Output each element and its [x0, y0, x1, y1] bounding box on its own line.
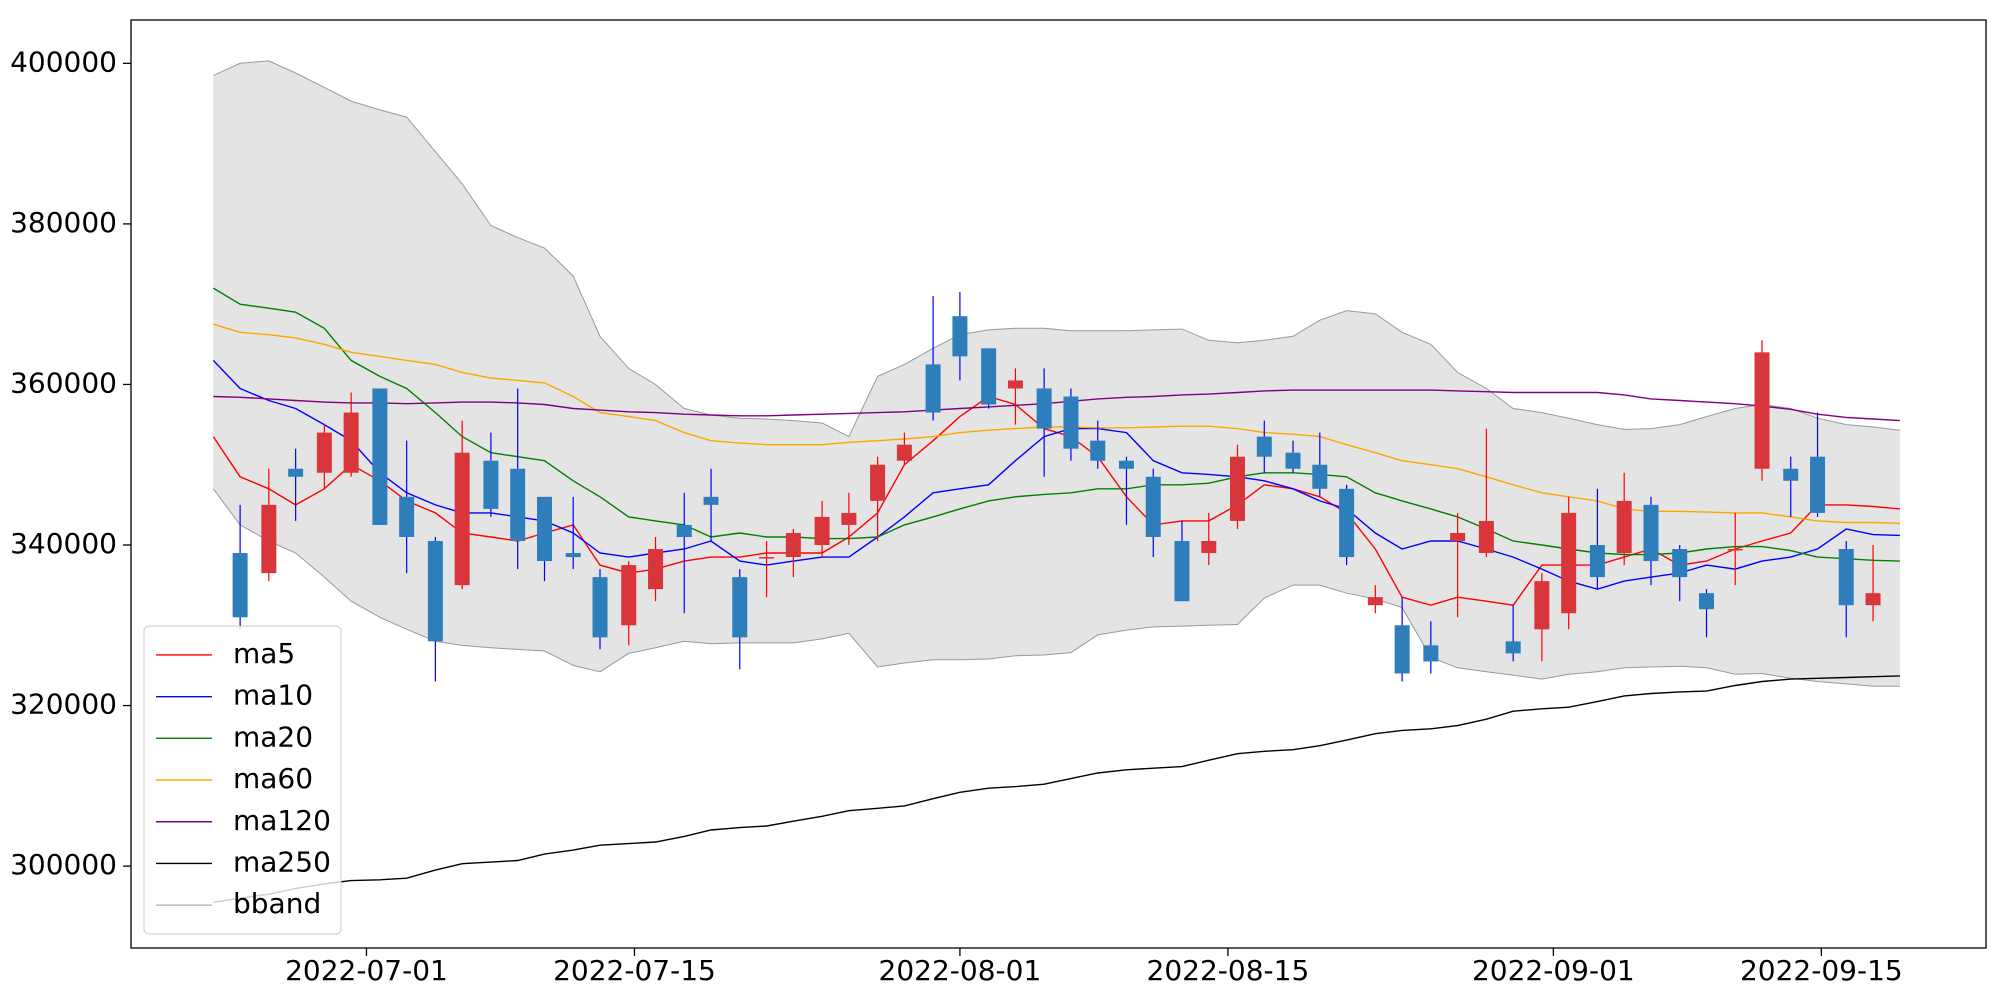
candle-body — [1312, 464, 1328, 489]
candle-body — [1229, 456, 1245, 521]
candle-body — [870, 464, 886, 501]
legend-label: ma20 — [233, 720, 313, 753]
candle-body — [1561, 512, 1577, 614]
candle-body — [1090, 440, 1106, 461]
candle-body — [1672, 549, 1688, 578]
candle-body — [399, 496, 415, 537]
plot-frame — [130, 19, 1987, 949]
candle-body — [648, 549, 664, 590]
legend-label: ma60 — [233, 762, 313, 795]
candle-body — [1699, 593, 1715, 610]
ma-line — [213, 675, 1900, 903]
candle-body — [785, 532, 801, 558]
candle-body — [1534, 581, 1550, 630]
candle-body — [427, 540, 443, 642]
bband-upper — [213, 60, 1900, 438]
x-tick-label: 2022-07-15 — [553, 954, 716, 987]
y-tick-label: 340000 — [10, 527, 117, 560]
candle-body — [1118, 460, 1134, 469]
y-tick-label: 380000 — [10, 206, 117, 239]
axis-layer: 300000 320000 340000 360000 380000 400000 2022… — [10, 19, 1987, 987]
x-tick-label: 2022-09-01 — [1472, 954, 1635, 987]
candle-body — [952, 316, 968, 357]
candle-body — [1754, 352, 1770, 469]
legend-label: bband — [233, 887, 321, 920]
candle-body — [510, 468, 526, 541]
candle-body — [814, 516, 830, 546]
candle-body — [676, 524, 692, 537]
candle-body — [1423, 645, 1439, 662]
x-tick-label: 2022-08-01 — [879, 954, 1042, 987]
y-tick-label: 400000 — [10, 45, 117, 78]
legend-label: ma10 — [233, 679, 313, 712]
candle-body — [454, 452, 470, 586]
candle-body — [1201, 540, 1217, 554]
candle-body — [896, 444, 912, 461]
candle-body — [1450, 532, 1466, 541]
candle-body — [925, 364, 941, 413]
candle-body — [1783, 468, 1799, 481]
y-tick-label: 320000 — [10, 688, 117, 721]
candle-body — [1505, 641, 1521, 654]
x-tick-label: 2022-09-15 — [1740, 954, 1903, 987]
y-tick-label: 360000 — [10, 366, 117, 399]
candle-body — [1394, 625, 1410, 674]
candle-body — [1478, 520, 1494, 554]
candle-body — [1589, 545, 1605, 578]
candle-body — [1367, 597, 1383, 606]
candle-layer — [232, 292, 1881, 682]
candle-body — [483, 460, 499, 509]
candle-body — [841, 512, 857, 525]
candle-body — [1339, 488, 1355, 558]
ma-line — [213, 389, 1900, 422]
candle-body — [261, 504, 277, 574]
candle-body — [343, 412, 359, 473]
candle-body — [232, 553, 248, 618]
line-layer — [212, 287, 1900, 903]
y-tick-label: 300000 — [10, 848, 117, 881]
candle-body — [703, 496, 719, 505]
candle-body — [1616, 500, 1632, 554]
legend-box — [143, 625, 342, 935]
candle-body — [1256, 436, 1272, 457]
candle-body — [316, 432, 332, 473]
candle-body — [565, 553, 581, 558]
legend-label: ma5 — [233, 637, 295, 670]
legend: ma5 ma10 ma20 ma60 ma120 ma250 bband — [143, 625, 342, 935]
candle-body — [981, 348, 997, 405]
bband-area — [213, 60, 1900, 687]
candle-body — [1865, 593, 1881, 606]
candle-body — [1727, 549, 1743, 551]
candle-body — [1285, 452, 1301, 469]
legend-label: ma250 — [233, 845, 331, 878]
candle-body — [1174, 540, 1190, 602]
candle-body — [1007, 380, 1023, 389]
candle-body — [372, 388, 388, 525]
x-tick-label: 2022-08-15 — [1147, 954, 1310, 987]
candle-body — [759, 557, 775, 559]
candle-body — [1838, 549, 1854, 606]
band-layer — [212, 60, 1900, 687]
candle-body — [621, 565, 637, 626]
candle-body — [732, 577, 748, 638]
candle-body — [592, 577, 608, 638]
x-tick-label: 2022-07-01 — [285, 954, 448, 987]
candle-body — [1036, 388, 1052, 429]
candle-body — [1643, 504, 1659, 562]
ma-line — [212, 359, 1900, 590]
ma-line — [212, 287, 1900, 562]
candle-body — [288, 468, 304, 477]
candle-body — [1810, 456, 1826, 513]
candle-body — [536, 496, 552, 562]
bband-lower — [212, 488, 1900, 687]
legend-label: ma120 — [233, 804, 331, 837]
candle-body — [1063, 396, 1079, 449]
candle-body — [1145, 476, 1161, 537]
